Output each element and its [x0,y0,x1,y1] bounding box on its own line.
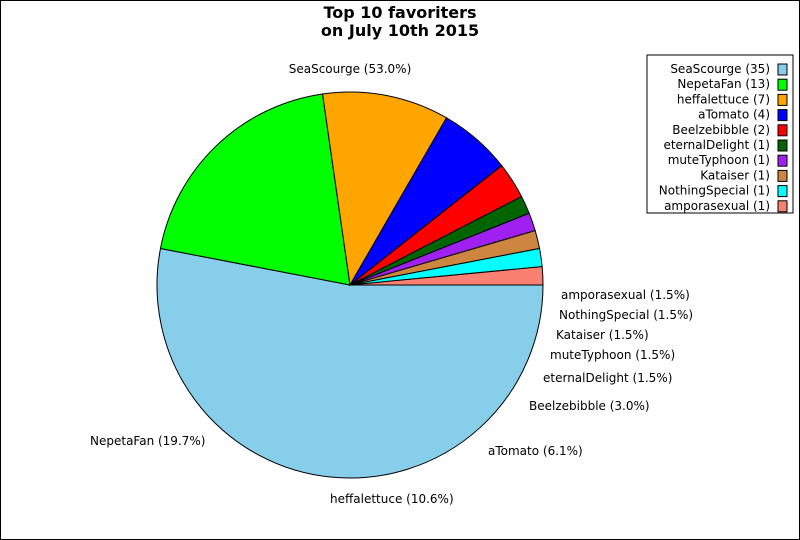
slice-label-SeaScourge: SeaScourge (53.0%) [289,62,412,76]
pie-slice-SeaScourge [156,247,544,479]
legend-swatch-NepetaFan [777,78,788,91]
pie-slice-amporasexual [349,266,544,286]
legend-swatch-eternalDelight [777,139,788,152]
legend-swatch-Kataiser [777,169,788,182]
legend-box [646,54,794,214]
legend-label-amporasexual: amporasexual (1) [664,199,770,213]
legend-label-aTomato: aTomato (4) [698,108,770,122]
legend-label-SeaScourge: SeaScourge (35) [670,62,770,76]
chart-title-line-2: on July 10th 2015 [321,21,479,40]
legend-entries: SeaScourge (35)NepetaFan (13)heffalettuc… [659,62,788,213]
slice-label-heffalettuce: heffalettuce (10.6%) [330,492,454,506]
legend-swatch-SeaScourge [777,63,788,76]
pie-slice-labels: SeaScourge (53.0%) NepetaFan (19.7%) heffa… [90,62,693,506]
slice-label-aTomato: aTomato (6.1%) [488,444,583,458]
slice-label-NepetaFan: NepetaFan (19.7%) [90,434,205,448]
pie-slice-heffalettuce [321,91,448,287]
chart-title-line-1: Top 10 favoriters [323,3,476,22]
chart-legend: SeaScourge (35)NepetaFan (13)heffalettuc… [646,54,794,214]
legend-swatch-amporasexual [777,200,788,213]
legend-label-Kataiser: Kataiser (1) [700,168,770,182]
slice-label-Beelzebibble: Beelzebibble (3.0%) [529,399,650,413]
legend-swatch-aTomato [777,109,788,122]
legend-label-muteTyphoon: muteTyphoon (1) [668,153,770,167]
legend-label-NothingSpecial: NothingSpecial (1) [659,184,770,198]
slice-label-eternalDelight: eternalDelight (1.5%) [543,371,672,385]
slice-label-Kataiser: Kataiser (1.5%) [556,328,649,342]
slice-label-muteTyphoon: muteTyphoon (1.5%) [550,348,675,362]
legend-label-heffalettuce: heffalettuce (7) [677,92,770,106]
pie-slices [156,91,544,479]
slice-label-amporasexual: amporasexual (1.5%) [561,288,690,302]
pie-slice-NepetaFan [159,93,351,286]
legend-label-eternalDelight: eternalDelight (1) [663,138,770,152]
legend-swatch-NothingSpecial [777,185,788,198]
legend-swatch-Beelzebibble [777,124,788,137]
legend-label-Beelzebibble: Beelzebibble (2) [672,123,770,137]
legend-swatch-heffalettuce [777,93,788,106]
legend-swatch-muteTyphoon [777,154,788,167]
slice-label-NothingSpecial: NothingSpecial (1.5%) [559,308,693,322]
legend-label-NepetaFan: NepetaFan (13) [677,77,770,91]
